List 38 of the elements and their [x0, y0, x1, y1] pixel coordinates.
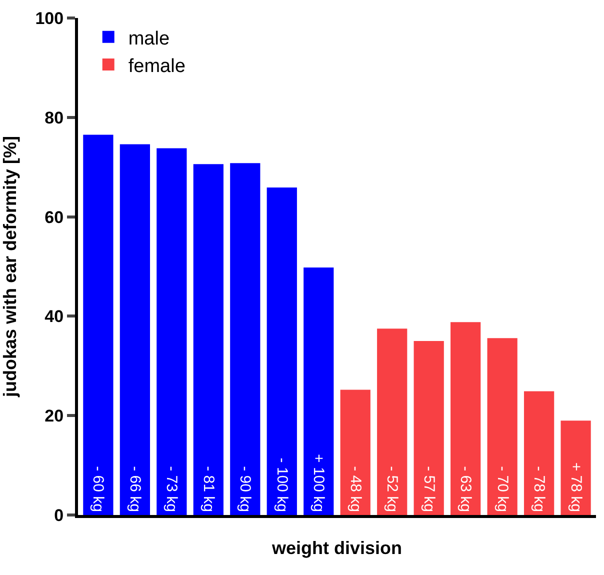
- bar: [120, 144, 150, 515]
- x-tick-label: - 70 kg: [494, 466, 511, 512]
- legend-label: male: [128, 28, 170, 50]
- legend-label: female: [128, 56, 186, 77]
- bar: [450, 322, 481, 515]
- x-tick-label: - 63 kg: [457, 466, 474, 512]
- y-axis-title: judokas with ear deformity [%]: [0, 136, 20, 398]
- x-tick-label: - 78 kg: [530, 466, 548, 512]
- y-tick-label: 80: [44, 108, 64, 128]
- bar: [340, 390, 370, 515]
- x-tick-label: - 90 kg: [236, 466, 254, 512]
- bar: [193, 164, 224, 515]
- bar: [414, 341, 444, 515]
- bar: [487, 338, 518, 515]
- bar: [83, 134, 114, 515]
- bar: [524, 391, 554, 515]
- x-tick-label: - 81 kg: [200, 466, 217, 512]
- x-tick-label: - 48 kg: [346, 466, 364, 512]
- bar: [304, 267, 334, 515]
- y-tick-label: 20: [44, 406, 64, 426]
- x-tick-label: - 100 kg: [273, 458, 290, 512]
- bar: [560, 420, 591, 515]
- x-tick-label: - 73 kg: [163, 466, 180, 512]
- x-tick-label: + 78 kg: [567, 462, 584, 512]
- x-tick-label: - 57 kg: [420, 466, 438, 512]
- x-tick-label: - 52 kg: [384, 466, 401, 512]
- y-tick-label: 60: [44, 208, 64, 227]
- x-tick-label: + 100 kg: [310, 454, 328, 512]
- x-tick-label: - 60 kg: [90, 466, 107, 512]
- bar: [266, 187, 297, 515]
- bar: [377, 328, 408, 515]
- y-tick-label: 100: [35, 8, 64, 28]
- y-tick-label: 0: [54, 506, 64, 525]
- x-tick-label: - 66 kg: [126, 466, 144, 512]
- y-tick-label: 40: [44, 307, 64, 326]
- x-axis-title: weight division: [270, 538, 402, 558]
- bar: [156, 148, 187, 515]
- bar: [230, 163, 260, 515]
